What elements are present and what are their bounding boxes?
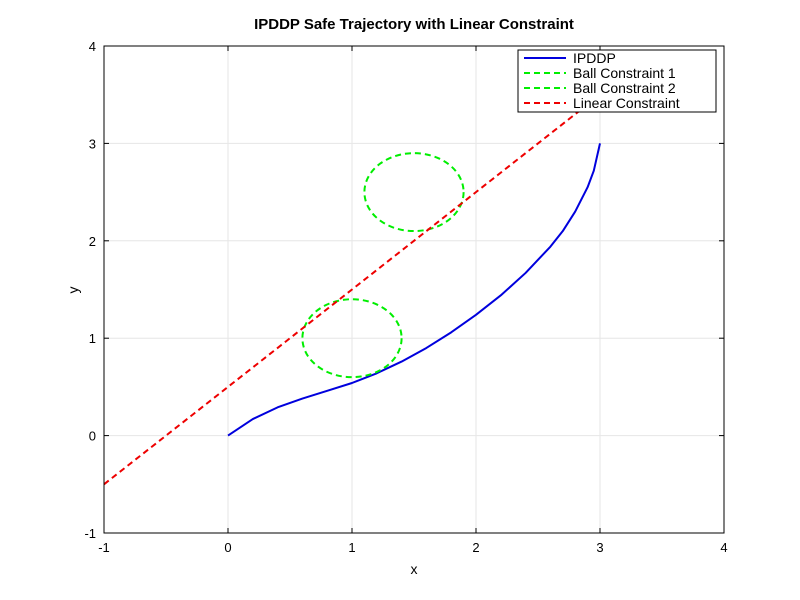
legend-label-ipddp: IPDDP: [573, 50, 616, 66]
y-tick-label: 0: [89, 429, 96, 444]
plot-frame: [103, 45, 725, 534]
x-axis-label: x: [411, 561, 418, 577]
x-tick-label: 4: [720, 540, 727, 555]
x-tick-label: 3: [596, 540, 603, 555]
legend-label-ball-constraint-2: Ball Constraint 2: [573, 80, 676, 96]
y-tick-label: 4: [89, 39, 96, 54]
legend-label-ball-constraint-1: Ball Constraint 1: [573, 65, 676, 81]
x-tick-label: 2: [472, 540, 479, 555]
chart-title: IPDDP Safe Trajectory with Linear Constr…: [254, 16, 574, 33]
y-tick-label: 2: [89, 234, 96, 249]
series-linear-constraint: [103, 50, 657, 486]
y-tick-label: 3: [89, 136, 96, 151]
x-tick-label: -1: [98, 540, 110, 555]
x-tick-label: 0: [224, 540, 231, 555]
y-tick-label: 1: [89, 331, 96, 346]
series-group: [103, 50, 657, 486]
series-ipddp: [227, 143, 601, 437]
series-ball-constraint-1: [301, 298, 403, 379]
legend-label-linear-constraint: Linear Constraint: [573, 95, 680, 111]
x-tick-label: 1: [348, 540, 355, 555]
series-ball-constraint-2: [363, 152, 465, 233]
y-tick-label: -1: [84, 526, 96, 541]
ticks: -1 0 1 2 3 4 -1 0 1 2 3 4: [84, 39, 727, 555]
y-axis-label: y: [65, 287, 81, 294]
grid: [103, 45, 725, 534]
legend-box: [517, 49, 717, 113]
